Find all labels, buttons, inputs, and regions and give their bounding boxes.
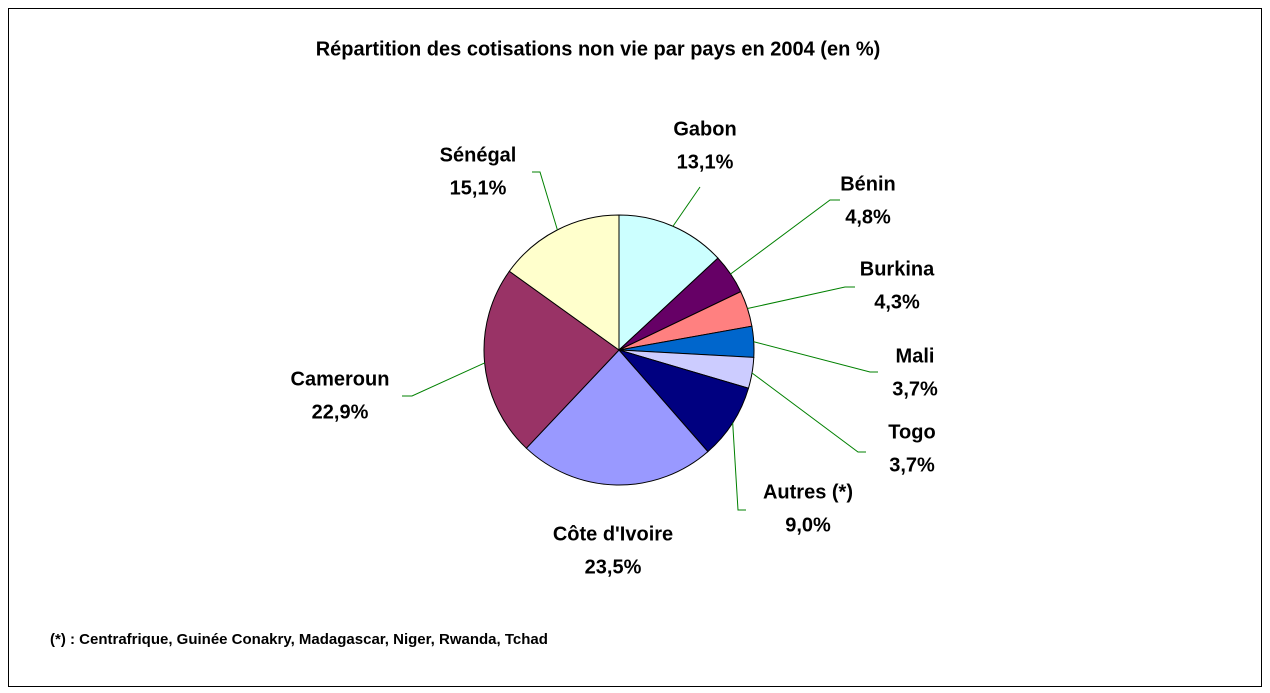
footnote: (*) : Centrafrique, Guinée Conakry, Mada…	[50, 631, 548, 648]
slice-value-label: 15,1%	[450, 177, 507, 199]
pie-slice	[618, 214, 719, 352]
slice-value-label: 9,0%	[785, 514, 831, 536]
leader-line	[753, 341, 878, 373]
slice-label: Bénin	[840, 173, 896, 195]
pie-slice	[483, 270, 620, 449]
slice-value-label: 4,3%	[874, 291, 920, 313]
slice-value-label: 23,5%	[585, 556, 642, 578]
leader-line	[672, 186, 701, 227]
slice-label: Sénégal	[440, 144, 517, 166]
slice-value-label: 3,7%	[892, 378, 938, 400]
chart-title: Répartition des cotisations non vie par …	[316, 38, 881, 60]
leader-line	[751, 372, 866, 453]
leader-line	[747, 286, 855, 310]
slice-value-label: 4,8%	[845, 206, 891, 228]
pie-slice	[508, 214, 620, 351]
slice-label: Burkina	[860, 258, 935, 280]
leader-line	[732, 422, 746, 511]
slice-label: Mali	[896, 345, 935, 367]
slice-label: Gabon	[673, 118, 736, 140]
leader-line	[532, 171, 558, 231]
pie-slice	[525, 349, 709, 486]
slice-value-label: 3,7%	[889, 454, 935, 476]
slice-label: Togo	[888, 421, 935, 443]
leader-line	[402, 362, 485, 397]
slice-label: Autres (*)	[763, 481, 853, 503]
leader-line	[730, 199, 840, 275]
slice-label: Côte d'Ivoire	[553, 523, 673, 545]
slice-value-label: 13,1%	[677, 151, 734, 173]
slice-value-label: 22,9%	[312, 401, 369, 423]
slice-label: Cameroun	[291, 368, 390, 390]
